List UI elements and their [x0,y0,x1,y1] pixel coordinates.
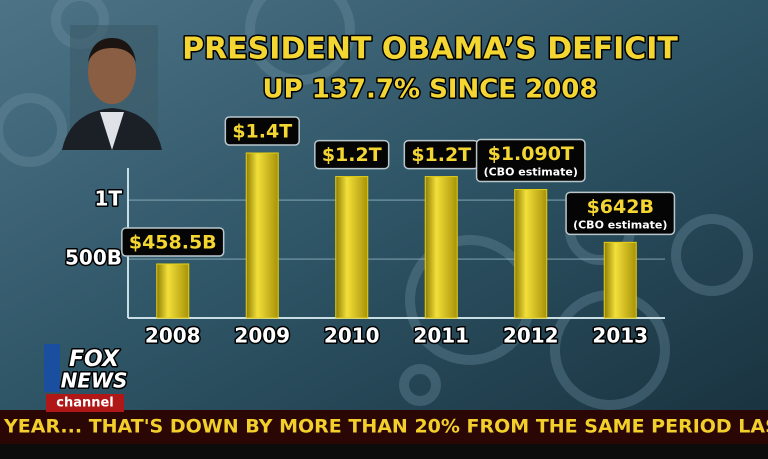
value-label: $1.2T [314,139,390,170]
value-label: $1.090T(CBO estimate) [475,138,586,183]
y-tick-label: 500B [65,246,122,270]
logo-bottom: NEWS [61,369,128,393]
ticker-bottom [0,444,768,459]
x-tick-label: 2013 [592,324,648,348]
value-label: $642B(CBO estimate) [565,191,676,236]
bar [514,189,548,319]
value-label-text: $642B [587,196,654,218]
value-note: (CBO estimate) [573,218,667,231]
y-tick-label: 1T [94,187,122,211]
logo-sub: channel [56,396,114,411]
bar [335,176,369,319]
x-tick-label: 2010 [324,324,380,348]
value-label-box [565,191,676,236]
chart-subtitle: UP 137.7% SINCE 2008 [263,75,598,105]
value-label-text: $458.5B [129,231,217,253]
bar [424,176,458,319]
value-label: $1.2T [403,139,479,170]
x-tick-label: 2012 [503,324,559,348]
ticker-text: YEAR... THAT'S DOWN BY MORE THAN 20% FRO… [3,416,768,438]
value-label-box [314,139,390,170]
value-label: $1.4T [224,116,300,146]
ticker-bar [0,410,768,444]
bar [245,152,279,319]
value-label-text: $1.2T [322,144,382,166]
gear-decor [0,0,753,410]
x-tick-label: 2009 [234,324,290,348]
logo-top: FOX [69,347,120,372]
value-label: $458.5B [121,227,225,257]
value-label-box [224,116,300,146]
value-label-text: $1.2T [411,144,471,166]
logo: FOX NEWS channel [44,344,129,412]
chart-title: PRESIDENT OBAMA’S DEFICIT [182,32,678,67]
value-label-text: $1.4T [232,121,292,143]
x-tick-label: 2008 [145,324,201,348]
bar [603,241,637,319]
x-tick-label: 2011 [413,324,469,348]
value-label-text: $1.090T [488,143,574,165]
value-label-box [121,227,225,257]
value-label-box [475,138,586,183]
portrait [62,25,162,150]
value-note: (CBO estimate) [484,166,578,179]
bar [156,263,190,319]
